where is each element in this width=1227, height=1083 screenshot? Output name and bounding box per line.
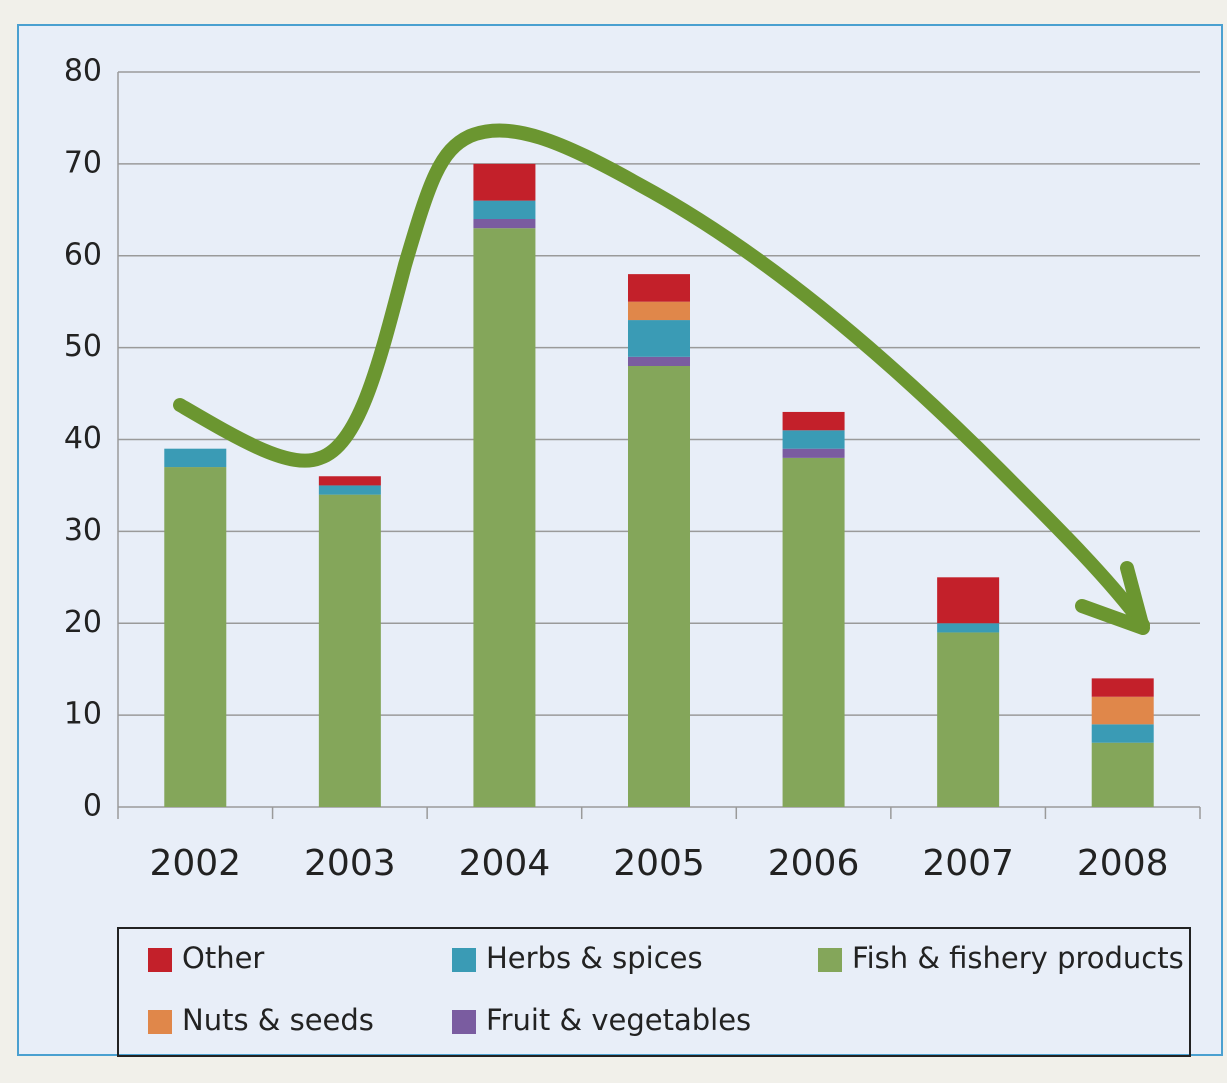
bar-segment [164,448,227,468]
legend-swatch [818,948,842,972]
bar-segment [628,301,690,321]
y-tick-label: 10 [64,697,102,732]
y-tick-label: 70 [64,145,102,180]
y-tick-label: 0 [83,789,102,824]
legend-label: Fish & fishery products [852,941,1184,975]
bar-segment [782,457,845,807]
legend-box [117,927,1191,1057]
bar-segment [1091,696,1154,725]
legend-swatch [452,1010,476,1034]
x-tick-label: 2002 [149,843,241,884]
x-tick-label: 2006 [768,843,860,884]
y-tick-label: 80 [64,54,102,89]
x-tick-label: 2007 [922,843,1014,884]
y-tick-label: 60 [64,237,102,272]
legend-swatch [148,948,172,972]
y-tick-label: 20 [64,605,102,640]
bar-segment [164,467,227,807]
bar-segment [628,320,690,357]
x-tick-label: 2003 [304,843,396,884]
y-tick-label: 30 [64,513,102,548]
legend-label: Other [182,941,264,975]
x-tick-label: 2008 [1077,843,1169,884]
bar-segment [473,228,536,807]
bar-segment [782,411,845,431]
bar-segment [628,274,690,302]
bar-segment [473,200,536,219]
legend-label: Herbs & spices [486,941,703,975]
bar-segment [628,366,690,807]
bar-segment [1091,724,1154,743]
trend-arrow [173,123,1150,632]
bar-segment [318,476,381,486]
bar-segment [473,163,536,201]
y-tick-label: 50 [64,329,102,364]
bar-segment [473,219,536,229]
bar-segment [782,430,845,449]
bar-segment [318,485,381,495]
legend-swatch [452,948,476,972]
legend-label: Fruit & vegetables [486,1003,751,1037]
bar-segment [782,448,845,458]
bar-segment [628,356,690,366]
legend-label: Nuts & seeds [182,1003,374,1037]
bar-segment [318,494,381,807]
bar-segment [937,632,1000,807]
bar-segment [1091,678,1154,697]
arrow-head [1075,561,1150,635]
legend-swatch [148,1010,172,1034]
bar-segment [937,623,1000,633]
bar-segment [1091,742,1154,807]
y-tick-label: 40 [64,421,102,456]
x-tick-label: 2005 [613,843,705,884]
bar-segment [937,577,1000,624]
x-tick-label: 2004 [459,843,551,884]
